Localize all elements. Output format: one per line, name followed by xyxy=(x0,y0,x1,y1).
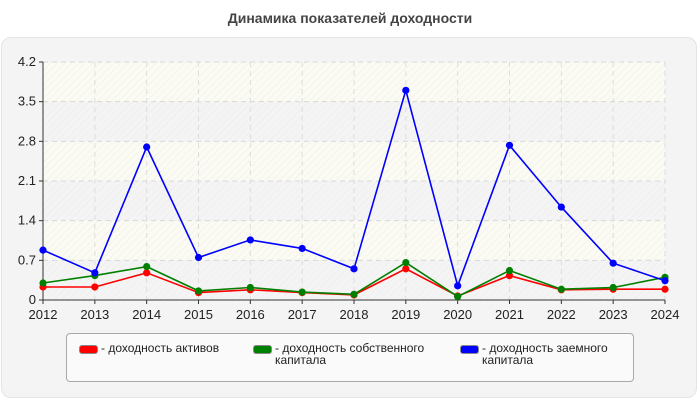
series-1 xyxy=(39,259,669,301)
data-point[interactable] xyxy=(402,259,410,267)
legend-swatch-green xyxy=(253,345,272,354)
y-tick-label: 2.1 xyxy=(18,173,36,188)
data-point[interactable] xyxy=(39,279,47,287)
x-tick-label: 2023 xyxy=(599,307,628,322)
x-tick-label: 2016 xyxy=(236,307,265,322)
x-tick-label: 2019 xyxy=(391,307,420,322)
data-point[interactable] xyxy=(661,285,669,293)
chart-title: Динамика показателей доходности xyxy=(227,10,473,26)
data-point[interactable] xyxy=(91,269,99,277)
data-point[interactable] xyxy=(246,283,254,292)
data-point[interactable] xyxy=(505,266,514,275)
data-point[interactable] xyxy=(143,262,151,271)
x-tick-label: 2015 xyxy=(184,307,213,322)
legend-label: - доходность заемного капитала xyxy=(482,341,608,367)
x-tick-label: 2018 xyxy=(340,307,369,322)
x-tick-label: 2020 xyxy=(443,307,472,322)
y-tick-label: 0 xyxy=(29,292,36,307)
y-tick-label: 0.7 xyxy=(18,252,36,267)
data-point[interactable] xyxy=(661,277,669,285)
x-tick-label: 2014 xyxy=(132,307,161,322)
data-point[interactable] xyxy=(350,290,358,298)
series-2 xyxy=(39,86,669,290)
y-tick-label: 2.8 xyxy=(18,133,36,148)
x-tick-label: 2017 xyxy=(288,307,317,322)
data-point[interactable] xyxy=(194,287,203,295)
data-point[interactable] xyxy=(454,293,462,301)
x-tick-label: 2012 xyxy=(29,307,58,322)
y-tick-label: 4.2 xyxy=(18,54,36,69)
data-series xyxy=(39,86,669,301)
data-point[interactable] xyxy=(557,203,565,211)
data-point[interactable] xyxy=(557,285,565,293)
data-point[interactable] xyxy=(505,272,514,280)
x-tick-label: 2013 xyxy=(80,307,109,322)
legend-swatch-red xyxy=(79,345,98,354)
data-point[interactable] xyxy=(298,288,306,296)
legend: - доходность активов - доходность собств… xyxy=(66,333,634,382)
data-point[interactable] xyxy=(143,143,151,151)
data-point[interactable] xyxy=(505,141,514,149)
legend-label: - доходность активов xyxy=(101,341,220,355)
data-point[interactable] xyxy=(91,283,99,291)
x-tick-label: 2024 xyxy=(651,307,680,322)
data-point[interactable] xyxy=(39,246,47,254)
data-point[interactable] xyxy=(609,283,617,292)
y-tick-label: 1.4 xyxy=(18,213,36,228)
legend-item-assets[interactable]: - доходность активов xyxy=(79,342,219,354)
data-point[interactable] xyxy=(402,86,410,94)
data-point[interactable] xyxy=(609,259,617,267)
data-point[interactable] xyxy=(350,265,358,273)
legend-item-equity[interactable]: - доходность собственного капитала xyxy=(253,342,424,366)
data-point[interactable] xyxy=(143,269,151,277)
legend-item-debt[interactable]: - доходность заемного капитала xyxy=(460,342,608,366)
data-point[interactable] xyxy=(402,265,410,273)
legend-label: - доходность собственного капитала xyxy=(275,341,425,367)
data-point[interactable] xyxy=(194,253,203,262)
data-point[interactable] xyxy=(246,236,254,244)
axes: 0 0.7 1.4 2.1 2.8 3.5 4.2 2012 2013 2014 2015 2016 2… xyxy=(18,54,680,322)
x-tick-label: 2022 xyxy=(547,307,576,322)
legend-swatch-blue xyxy=(460,345,479,354)
y-tick-label: 3.5 xyxy=(18,94,36,109)
data-point[interactable] xyxy=(454,282,462,290)
data-point[interactable] xyxy=(298,244,306,253)
x-tick-label: 2021 xyxy=(495,307,524,322)
